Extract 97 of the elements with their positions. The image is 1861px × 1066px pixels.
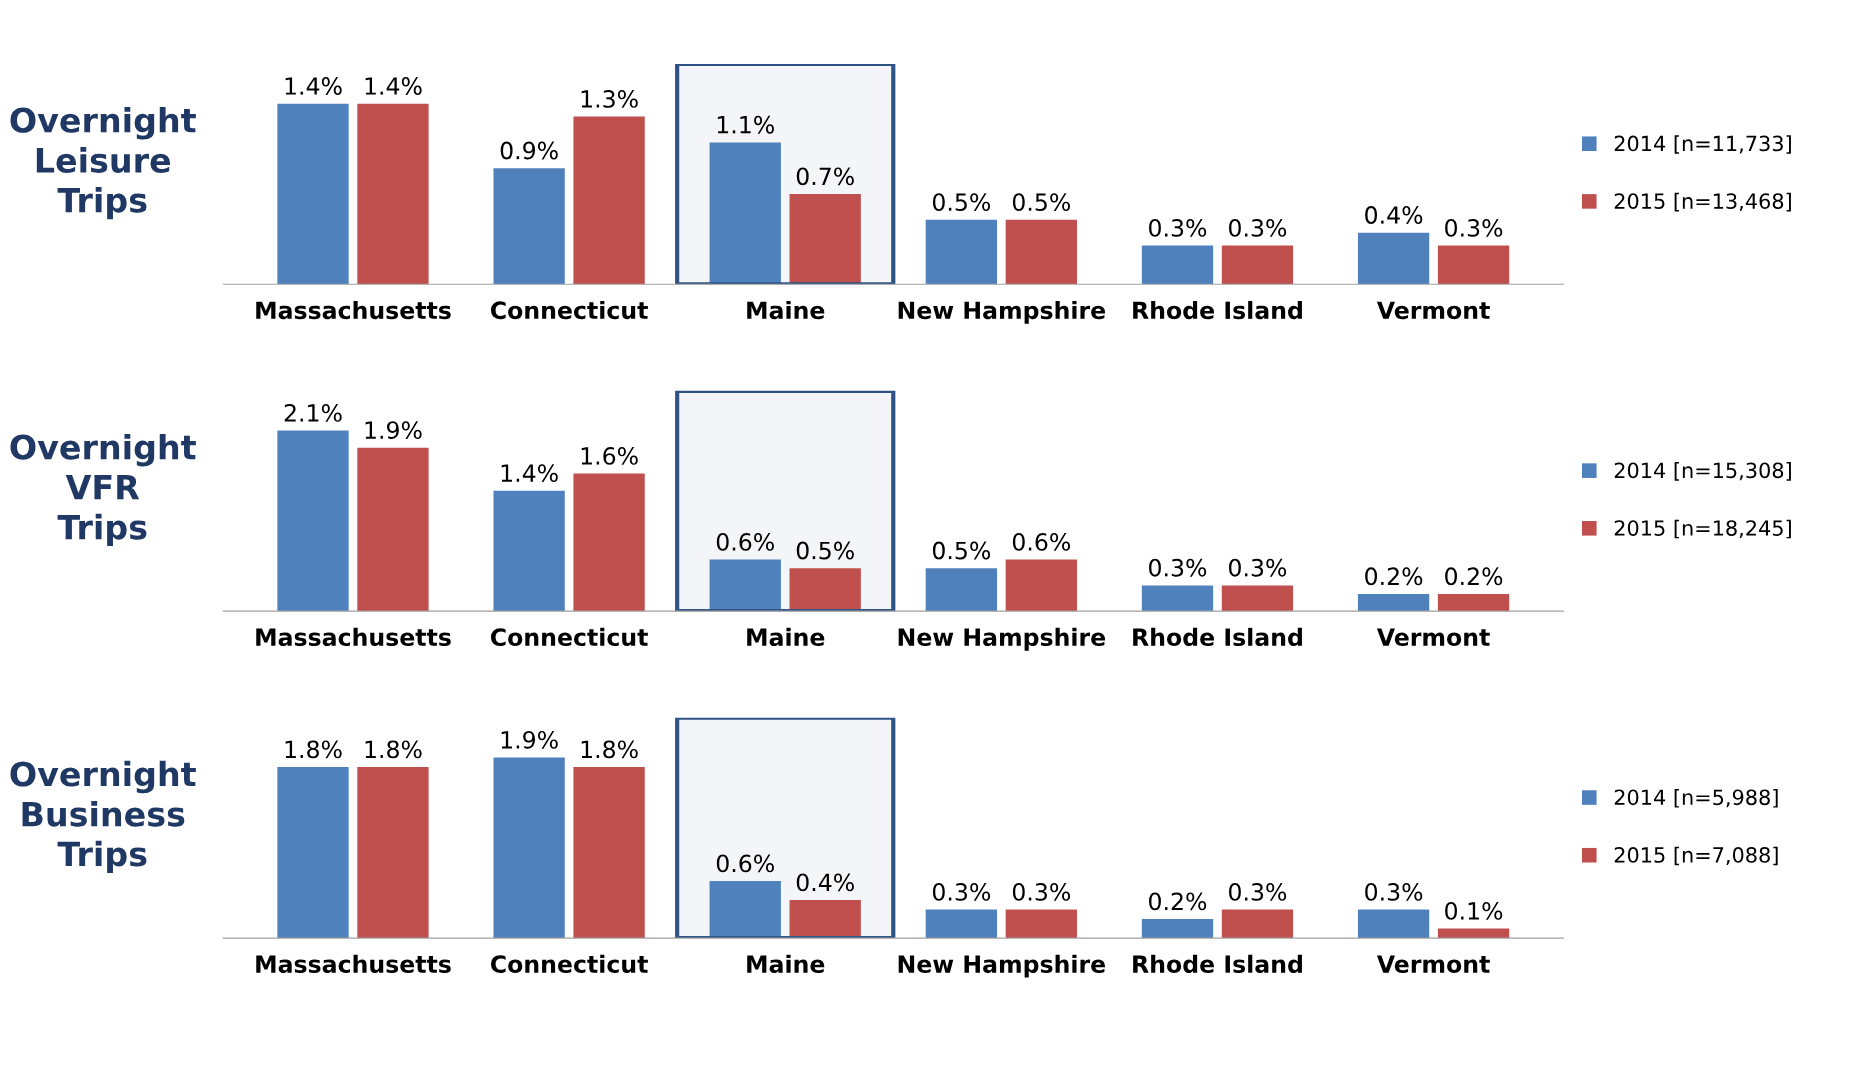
x-tick-label: Maine xyxy=(747,300,825,320)
bar xyxy=(277,767,349,939)
data-label: 0.2% xyxy=(1149,892,1207,911)
x-tick-label: New Hampshire xyxy=(898,300,1105,324)
data-label: 0.6% xyxy=(716,532,774,551)
bar xyxy=(573,767,645,939)
data-label: 0.9% xyxy=(500,141,558,160)
bar xyxy=(1141,585,1214,612)
text: Overnight Leisure Trips xyxy=(10,106,196,220)
bar xyxy=(925,909,998,939)
bar xyxy=(1005,219,1077,285)
bar xyxy=(357,767,429,939)
bar xyxy=(789,568,861,612)
data-label: 0.3% xyxy=(1149,558,1207,577)
data-label: 2.1% xyxy=(284,403,342,422)
data-label: 0.3% xyxy=(932,882,991,901)
bar xyxy=(357,447,429,612)
x-tick-label: Connecticut xyxy=(490,954,648,974)
data-label: 0.4% xyxy=(1365,206,1423,224)
data-label: 1.4% xyxy=(501,464,558,483)
bar xyxy=(1437,245,1510,285)
x-tick-label: Vermont xyxy=(1376,301,1490,320)
x-tick-label: New Hampshire xyxy=(898,954,1105,978)
x-tick-label: Rhode Island xyxy=(1133,300,1302,320)
text: Overnight VFR Trips xyxy=(10,433,196,547)
data-label: 1.9% xyxy=(501,730,558,749)
legend-label: 2014 [n=11,733] xyxy=(1614,135,1791,154)
data-label: 1.1% xyxy=(717,115,774,134)
bar xyxy=(1357,593,1430,612)
bar xyxy=(709,559,781,612)
bar xyxy=(789,193,861,285)
x-tick-label: Connecticut xyxy=(490,300,648,320)
data-label: 1.8% xyxy=(581,740,638,759)
x-tick-label: Vermont xyxy=(1376,628,1490,647)
legend-label: 2015 [n=18,245] xyxy=(1614,519,1791,539)
data-label: 0.4% xyxy=(796,873,854,892)
text: Overnight Business Trips xyxy=(10,760,196,874)
bar xyxy=(277,103,349,285)
bar xyxy=(925,219,998,285)
legend-label: 2014 [n=5,988] xyxy=(1614,789,1778,808)
bar xyxy=(493,490,565,612)
data-label: 1.6% xyxy=(581,446,638,465)
data-label: 0.7% xyxy=(796,167,854,186)
bar xyxy=(1221,585,1294,612)
x-tick-label: Rhode Island xyxy=(1133,954,1302,974)
data-label: 0.3% xyxy=(1229,882,1287,901)
data-label: 0.5% xyxy=(932,193,991,212)
x-tick-label: New Hampshire xyxy=(898,627,1105,651)
data-label: 0.3% xyxy=(1229,218,1287,237)
data-label: 0.3% xyxy=(1012,882,1071,901)
bar xyxy=(493,757,565,939)
x-tick-label: Massachusetts xyxy=(256,300,451,320)
bar xyxy=(357,103,429,285)
legend-label: 2014 [n=15,308] xyxy=(1614,462,1791,481)
data-label: 0.3% xyxy=(1445,218,1503,237)
data-label: 1.8% xyxy=(365,740,422,759)
x-tick-label: Massachusetts xyxy=(256,627,451,647)
data-label: 0.5% xyxy=(796,541,854,560)
bar xyxy=(1357,909,1430,939)
x-tick-label: Vermont xyxy=(1376,955,1490,974)
data-label: 0.5% xyxy=(932,541,991,560)
data-label: 0.5% xyxy=(1012,193,1071,212)
legend-label: 2015 [n=7,088] xyxy=(1614,846,1778,866)
data-label: 0.3% xyxy=(1365,882,1423,901)
data-label: 1.8% xyxy=(285,740,342,759)
data-label: 1.4% xyxy=(285,77,342,95)
bar xyxy=(1005,559,1077,612)
data-label: 0.6% xyxy=(1012,532,1071,551)
bar xyxy=(709,881,781,939)
bar xyxy=(573,116,645,285)
x-tick-label: Maine xyxy=(747,627,825,647)
bar xyxy=(1357,232,1430,285)
x-tick-label: Connecticut xyxy=(490,627,648,647)
x-tick-label: Massachusetts xyxy=(256,954,451,974)
data-label: 0.2% xyxy=(1365,567,1423,586)
bar xyxy=(493,168,565,285)
data-label: 0.1% xyxy=(1445,901,1503,920)
bar xyxy=(925,568,998,612)
bar xyxy=(573,473,645,612)
data-label: 1.9% xyxy=(365,421,422,440)
legend-label: 2015 [n=13,468] xyxy=(1614,192,1791,212)
data-label: 1.3% xyxy=(581,89,638,108)
bar xyxy=(1141,245,1214,285)
bar xyxy=(1221,245,1294,285)
bar xyxy=(1005,909,1077,939)
bar xyxy=(1141,919,1214,939)
x-tick-label: Rhode Island xyxy=(1133,627,1302,647)
data-label: 0.2% xyxy=(1445,567,1503,586)
bar xyxy=(789,900,861,939)
bar xyxy=(1221,909,1294,939)
bar xyxy=(1437,593,1510,612)
data-label: 0.3% xyxy=(1149,218,1207,237)
x-tick-label: Maine xyxy=(747,954,825,974)
data-label: 1.4% xyxy=(365,77,422,95)
data-label: 0.6% xyxy=(716,854,774,873)
bar xyxy=(277,430,349,612)
data-label: 0.3% xyxy=(1229,558,1287,577)
